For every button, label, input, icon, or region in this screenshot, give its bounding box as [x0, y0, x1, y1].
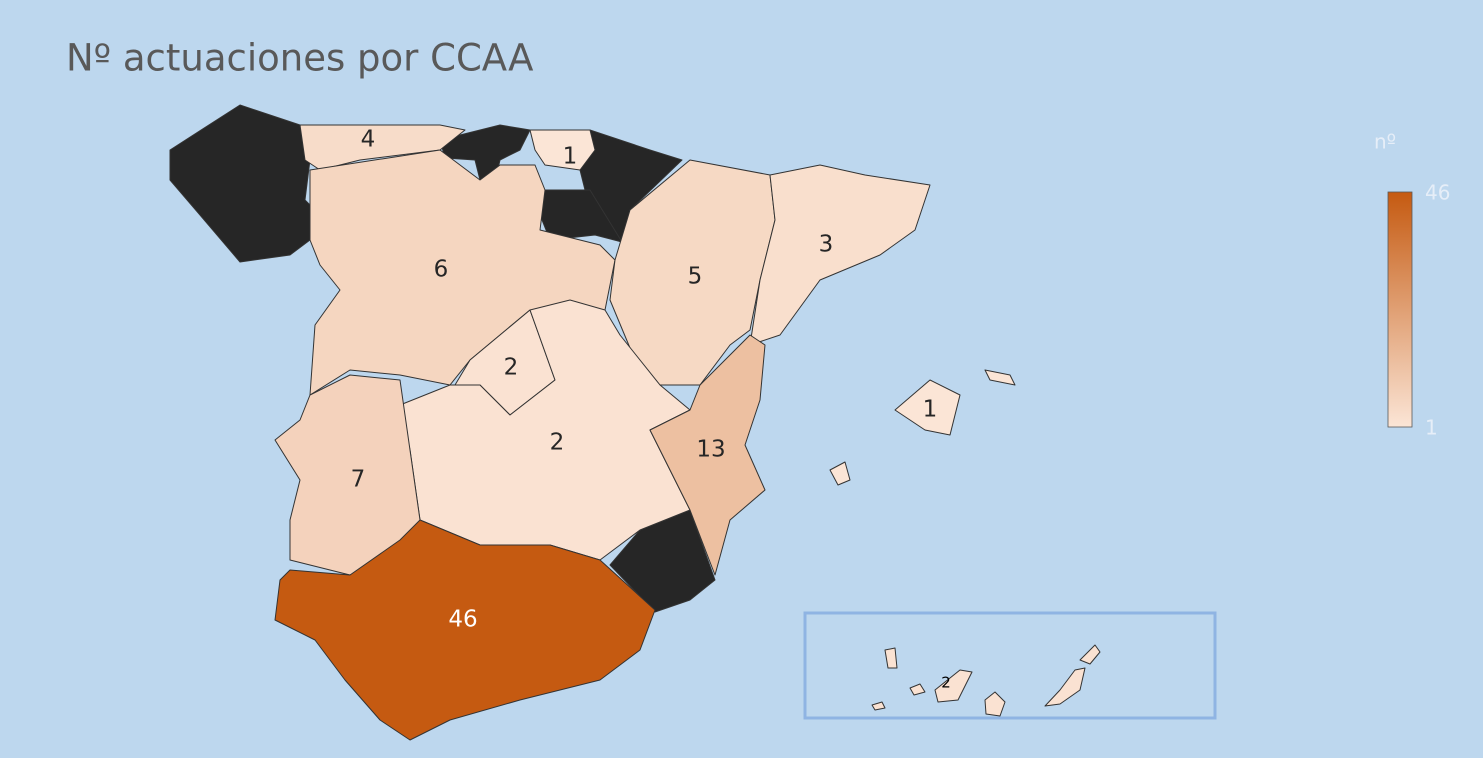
region-label: 1	[563, 144, 578, 170]
region-label: 2	[504, 355, 519, 381]
region	[871, 701, 886, 711]
region-label: 7	[351, 467, 366, 493]
region	[829, 461, 851, 486]
region	[1079, 644, 1101, 665]
no-data-regions	[169, 104, 716, 613]
legend-title: nº	[1374, 130, 1396, 154]
region	[934, 669, 973, 703]
region-label: 2	[941, 674, 951, 692]
region-label: 13	[696, 437, 725, 463]
legend-tick-label: 1	[1425, 416, 1438, 440]
region-label: 3	[819, 232, 834, 258]
region-label: 4	[361, 127, 376, 153]
regions	[274, 124, 1101, 741]
canarias-inset	[803, 611, 1217, 720]
region	[299, 124, 466, 171]
region	[529, 129, 596, 171]
region	[274, 519, 656, 741]
region	[984, 691, 1006, 717]
region	[749, 164, 931, 346]
region-label: 5	[688, 264, 703, 290]
region-label: 1	[923, 397, 938, 423]
map-title: Nº actuaciones por CCAA	[66, 37, 533, 80]
region	[894, 379, 961, 436]
region-label: 46	[448, 607, 477, 633]
region	[1044, 667, 1086, 707]
legend-bar	[1387, 191, 1413, 428]
region	[984, 369, 1016, 386]
region	[649, 334, 766, 576]
region	[909, 683, 926, 696]
region-label: 6	[434, 257, 449, 283]
region-label: 2	[550, 430, 565, 456]
legend-tick-label: 46	[1425, 181, 1450, 205]
region	[884, 647, 898, 669]
